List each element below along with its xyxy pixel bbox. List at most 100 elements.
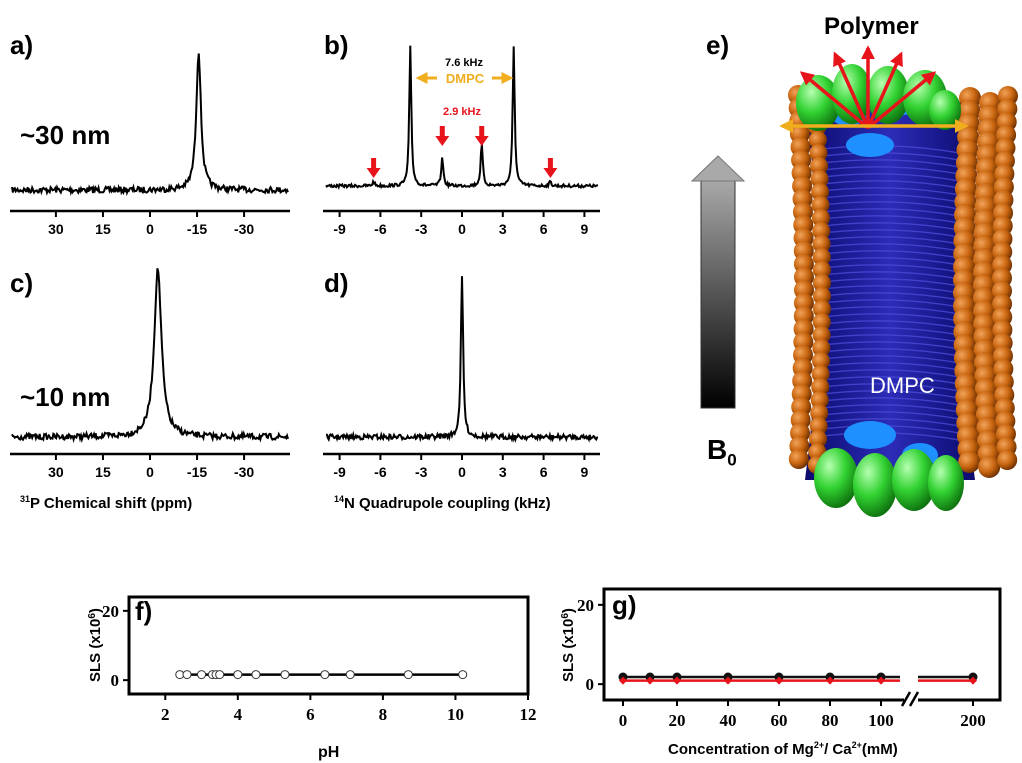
- y-tick-label: 0: [586, 675, 595, 694]
- x-tick-label: 3: [499, 464, 507, 480]
- panel-g-chart: 0 20 40 60 80 100 200 0 20 SLS (x106): [560, 587, 1002, 730]
- y-tick-label: 20: [102, 602, 119, 621]
- lipid-headgroup: [812, 313, 831, 331]
- y-axis-title: SLS (x106): [560, 608, 577, 682]
- lipid-headgroup: [812, 222, 831, 240]
- x-tick-label: -3: [415, 464, 428, 480]
- data-point: [673, 676, 681, 685]
- panel-f-chart: 2 4 6 8 10 12 0 20 SLS (x106): [87, 595, 537, 724]
- data-point: [320, 670, 330, 680]
- lipid-headgroup: [812, 287, 831, 305]
- x-axis-title-31p: 31P Chemical shift (ppm): [20, 494, 193, 512]
- data-point: [251, 670, 261, 680]
- x-axis-title-ph: pH: [318, 744, 340, 761]
- x-axis-title-concentration: Concentration of Mg2+/ Ca2+(mM): [668, 740, 898, 758]
- x-tick-label: 6: [306, 705, 315, 724]
- x-tick-label: 200: [960, 711, 986, 730]
- panel-label-g: g): [612, 590, 637, 620]
- x-tick-label: 0: [619, 711, 628, 730]
- x-tick-label: 0: [146, 221, 154, 237]
- b0-field-arrow-shaft: [700, 179, 736, 409]
- x-tick-label: -15: [187, 464, 207, 480]
- x-tick-label: 60: [771, 711, 788, 730]
- peak-marker-shaft: [371, 158, 377, 169]
- x-axis-ticks: -9 -6 -3 0 3 6 9: [333, 211, 589, 237]
- x-tick-label: -30: [234, 221, 254, 237]
- panel-b-annotations: 7.6 kHz DMPC 2.9 kHz: [366, 57, 558, 178]
- lipid-headgroup: [810, 157, 829, 175]
- lipid-headgroup: [812, 300, 831, 318]
- x-tick-label: -3: [415, 221, 428, 237]
- peak-marker-head: [366, 168, 381, 178]
- lipid-headgroup: [997, 450, 1018, 470]
- peak-marker-shaft: [439, 126, 445, 137]
- lipid-headgroup: [810, 170, 829, 188]
- outer-splitting-species: DMPC: [446, 71, 485, 86]
- data-point: [619, 676, 627, 685]
- x-axis-ticks: 30 15 0 -15 -30: [48, 211, 254, 237]
- ph-series: [175, 670, 468, 680]
- x-tick-label: -30: [234, 464, 254, 480]
- lipid-headgroup: [811, 365, 830, 383]
- size-label-30nm: ~30 nm: [20, 120, 111, 150]
- lipid-headgroup: [811, 196, 830, 214]
- y-tick-label: 20: [577, 596, 594, 615]
- panel-b-spectrum: -9 -6 -3 0 3 6 9: [323, 45, 600, 237]
- x-tick-label: 30: [48, 221, 64, 237]
- data-point: [182, 670, 192, 680]
- panel-label-f: f): [135, 596, 153, 626]
- lipid-headgroup: [812, 248, 831, 266]
- x-tick-label: 15: [95, 221, 111, 237]
- peak-marker-shaft: [479, 126, 485, 137]
- x-tick-label: 9: [581, 221, 589, 237]
- data-point: [345, 670, 355, 680]
- lipid-headgroup: [810, 391, 829, 409]
- axis-ticks: 0 20 40 60 80 100 200 0 20: [577, 596, 986, 730]
- data-point: [826, 676, 834, 685]
- spectrum-trace: [325, 276, 599, 444]
- x-tick-label: 80: [822, 711, 839, 730]
- x-tick-label: 0: [146, 464, 154, 480]
- lipid-headgroup: [788, 449, 809, 469]
- x-tick-label: 10: [447, 705, 464, 724]
- panel-label-d: d): [324, 268, 349, 298]
- plot-frame: [127, 595, 530, 696]
- lipid-headgroup: [958, 451, 981, 473]
- b0-label: B0: [707, 434, 737, 470]
- x-tick-label: 4: [234, 705, 243, 724]
- x-tick-label: 15: [95, 464, 111, 480]
- spectrum-trace: [11, 268, 289, 444]
- lipid-headgroup: [812, 261, 831, 279]
- x-tick-label: 3: [499, 221, 507, 237]
- lipid-headgroup: [811, 209, 830, 227]
- lipid-headgroup: [810, 404, 829, 422]
- bicelle-core: [805, 102, 975, 480]
- orientation-arrows: [779, 45, 969, 133]
- peak-marker-head: [474, 136, 489, 146]
- x-axis-ticks: 30 15 0 -15 -30: [48, 454, 254, 480]
- bicelle-illustration: DMPC: [690, 45, 1018, 517]
- x-tick-label: 6: [540, 221, 548, 237]
- panel-label-a: a): [10, 30, 34, 60]
- lipid-headgroup: [811, 183, 830, 201]
- ion-series: [618, 672, 978, 685]
- panel-label-c: c): [10, 268, 34, 298]
- peak-marker-head: [543, 168, 558, 178]
- x-tick-label: -6: [374, 464, 387, 480]
- x-tick-label: 0: [458, 221, 466, 237]
- data-point: [233, 670, 243, 680]
- lipid-headgroup: [812, 352, 831, 370]
- x-tick-label: 12: [520, 705, 537, 724]
- polymer-title: Polymer: [824, 13, 919, 40]
- lipid-headgroup: [812, 274, 831, 292]
- x-tick-label: 9: [581, 464, 589, 480]
- x-tick-label: -9: [333, 464, 346, 480]
- y-axis-title: SLS (x106): [87, 608, 104, 682]
- panel-a-spectrum: 30 15 0 -15 -30: [10, 53, 290, 237]
- panel-label-b: b): [324, 30, 349, 60]
- x-tick-label: 20: [669, 711, 686, 730]
- size-label-10nm: ~10 nm: [20, 382, 111, 412]
- x-tick-label: 40: [720, 711, 737, 730]
- data-point: [403, 670, 413, 680]
